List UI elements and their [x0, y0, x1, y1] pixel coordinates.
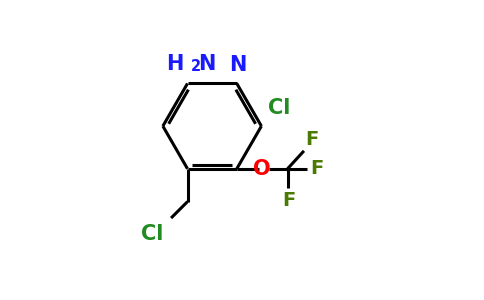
Text: H: H: [166, 54, 183, 74]
Text: F: F: [282, 191, 296, 210]
Text: N: N: [198, 54, 216, 74]
Text: Cl: Cl: [141, 224, 164, 244]
Text: F: F: [305, 130, 318, 149]
Text: F: F: [310, 159, 323, 178]
Text: Cl: Cl: [268, 98, 290, 118]
Text: O: O: [253, 159, 271, 179]
Text: 2: 2: [191, 59, 200, 74]
Text: N: N: [229, 55, 247, 75]
